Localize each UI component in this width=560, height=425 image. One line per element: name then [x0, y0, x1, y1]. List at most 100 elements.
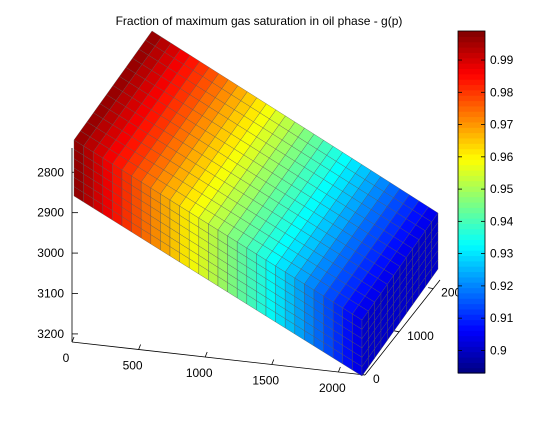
colorbar-tick-label: 0.92: [490, 279, 514, 293]
colorbar-segment: [458, 324, 485, 331]
y-tick-label: 0: [373, 372, 380, 386]
colorbar-segment: [458, 175, 485, 182]
surface-plot: [73, 30, 439, 377]
colorbar-segment: [458, 196, 485, 203]
colorbar-segment: [458, 159, 485, 166]
colorbar-tick-label: 0.96: [490, 150, 514, 164]
colorbar-segment: [458, 116, 485, 123]
colorbar-segment: [458, 346, 485, 353]
z-tick-label: 3100: [37, 287, 64, 301]
axes: 2800 2900 3000 3100 3200 0 500 1000 1500 2000 0 100…: [37, 148, 468, 395]
colorbar-segment: [458, 180, 485, 187]
colorbar-segment: [458, 340, 485, 347]
colorbar-segment: [458, 202, 485, 208]
colorbar-segment: [458, 143, 485, 150]
colorbar-segment: [458, 335, 485, 342]
colorbar-tick-label: 0.93: [490, 247, 514, 261]
colorbar-segment: [458, 191, 485, 198]
colorbar-segment: [458, 234, 485, 241]
x-tick: [337, 366, 341, 373]
colorbar-segment: [458, 185, 485, 192]
colorbar-segment: [458, 63, 485, 70]
x-tick-label: 0: [63, 351, 70, 365]
colorbar-segment: [458, 137, 485, 144]
colorbar-segment: [458, 303, 485, 310]
colorbar-segment: [458, 218, 485, 224]
colorbar: 0.9 0.91 0.92 0.93 0.94 0.95 0.96 0.97 0.98 0.99: [457, 30, 514, 374]
colorbar-segment: [458, 244, 485, 251]
colorbar-segment: [458, 292, 485, 299]
y-tick: [428, 287, 434, 290]
colorbar-segment: [458, 356, 485, 363]
colorbar-segment: [458, 148, 485, 155]
colorbar-tick-label: 0.91: [490, 311, 514, 325]
colorbar-tick-label: 0.9: [490, 343, 507, 357]
y-tick-label: 1000: [407, 329, 434, 343]
colorbar-segment: [458, 266, 485, 273]
colorbar-segment: [458, 121, 485, 128]
colorbar-segment: [458, 127, 485, 134]
colorbar-segment: [458, 207, 485, 214]
colorbar-segment: [458, 169, 485, 176]
colorbar-segment: [458, 212, 485, 219]
colorbar-segment: [458, 31, 485, 37]
chart-title: Fraction of maximum gas saturation in oi…: [116, 14, 403, 28]
top-face-cell: [421, 206, 439, 223]
colorbar-segment: [458, 84, 485, 91]
colorbar-segment: [458, 367, 485, 374]
colorbar-segment: [458, 132, 485, 139]
colorbar-segment: [458, 319, 485, 326]
colorbar-frame: [457, 30, 486, 374]
colorbar-segment: [458, 164, 485, 171]
colorbar-tick-label: 0.99: [490, 53, 514, 67]
colorbar-segment: [458, 260, 485, 267]
colorbar-tick-label: 0.97: [490, 118, 514, 132]
x-axis-line: [71, 341, 366, 376]
colorbar-segment: [458, 351, 485, 358]
x-tick: [71, 336, 75, 343]
x-tick-label: 500: [123, 359, 143, 373]
colorbar-segment: [458, 36, 485, 43]
colorbar-segment: [458, 250, 485, 257]
colorbar-segment: [458, 314, 485, 321]
colorbar-segment: [458, 95, 485, 102]
z-tick-label: 3000: [37, 246, 64, 260]
colorbar-segment: [458, 105, 485, 112]
x-tick-label: 1500: [252, 374, 279, 388]
colorbar-segment: [458, 330, 485, 337]
colorbar-segment: [458, 153, 485, 160]
x-tick-label: 1000: [186, 366, 213, 380]
colorbar-segment: [458, 308, 485, 315]
z-tick-label: 2800: [37, 165, 64, 179]
colorbar-segment: [458, 255, 485, 262]
colorbar-tick-label: 0.95: [490, 182, 514, 196]
x-tick: [271, 359, 275, 365]
colorbar-segment: [458, 47, 485, 53]
colorbar-segment: [458, 271, 485, 278]
colorbar-tick-label: 0.94: [490, 214, 514, 228]
colorbar-segment: [458, 57, 485, 64]
z-tick-label: 2900: [37, 206, 64, 220]
colorbar-segment: [458, 111, 485, 118]
colorbar-segment: [458, 41, 485, 48]
colorbar-segment: [458, 282, 485, 289]
x-tick-label: 2000: [319, 381, 346, 395]
colorbar-segment: [458, 239, 485, 246]
colorbar-tick-label: 0.98: [490, 85, 514, 99]
colorbar-segment: [458, 100, 485, 107]
y-axis-line: [364, 279, 441, 376]
z-tick-label: 3200: [37, 327, 64, 341]
colorbar-segment: [458, 73, 485, 80]
colorbar-segment: [458, 298, 485, 305]
colorbar-segment: [458, 287, 485, 294]
colorbar-segment: [458, 362, 485, 369]
x-tick: [138, 344, 141, 350]
y-tick: [394, 330, 400, 333]
colorbar-segment: [458, 52, 485, 59]
colorbar-segment: [458, 68, 485, 75]
colorbar-segment: [458, 223, 485, 230]
colorbar-segment: [458, 89, 485, 96]
colorbar-segment: [458, 79, 485, 86]
